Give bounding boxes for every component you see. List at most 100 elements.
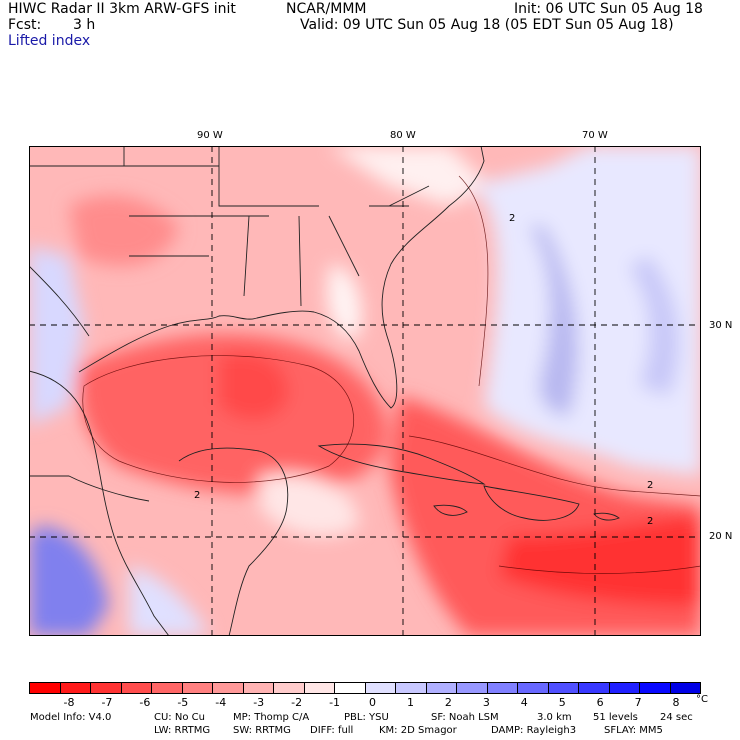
colorbar-swatch <box>608 683 639 693</box>
contour-label: 2 <box>647 516 653 527</box>
field-positive-band <box>529 226 579 416</box>
field-positive-atlantic <box>469 146 701 476</box>
colorbar-tick-label: -1 <box>329 696 341 709</box>
colorbar-tick-label: 5 <box>558 696 566 709</box>
colorbar-unit: °C <box>696 694 708 705</box>
footer-microphysics: MP: Thomp C/A <box>233 712 310 723</box>
field-light-north <box>329 146 489 206</box>
footer-timestep: 24 sec <box>660 712 693 723</box>
field-positive-mexico <box>29 526 109 636</box>
footer-shortwave: SW: RRTMG <box>233 725 291 736</box>
yucatan-coast <box>178 447 289 636</box>
organization-label: NCAR/MMM <box>286 1 367 17</box>
colorbar-tick-label: 2 <box>444 696 452 709</box>
colorbar-swatch <box>669 683 700 693</box>
footer-pbl: PBL: YSU <box>344 712 389 723</box>
contour-label: 2 <box>647 480 653 491</box>
contour-label: 2 <box>509 213 515 224</box>
coastlines <box>29 146 620 636</box>
colorbar-swatch <box>59 683 90 693</box>
hispaniola-outline <box>483 485 580 521</box>
lifted-index-map: 2 2 2 2 <box>29 146 701 636</box>
field-negative-caribbean-core <box>499 516 701 606</box>
colorbar-swatch <box>120 683 151 693</box>
map-border <box>29 146 701 636</box>
lon-label-70w: 70 W <box>582 130 608 141</box>
colorbar-tick-label: -4 <box>215 696 227 709</box>
colorbar-swatch <box>303 683 334 693</box>
colorbar-swatch <box>547 683 578 693</box>
colorbar-tick-label: 4 <box>520 696 528 709</box>
texas-mexico-coast <box>29 370 170 636</box>
footer-cumulus: CU: No Cu <box>154 712 205 723</box>
colorbar-swatch <box>273 683 304 693</box>
colorbar-tick-label: -7 <box>101 696 113 709</box>
field-name: Lifted index <box>8 33 91 49</box>
field-positive-west <box>29 246 84 426</box>
colorbar-swatch <box>517 683 548 693</box>
colorbar-swatch <box>242 683 273 693</box>
gulf-coast-us <box>78 310 315 373</box>
footer-surface: SF: Noah LSM <box>431 712 499 723</box>
colorbar-swatch <box>456 683 487 693</box>
contours <box>82 175 701 574</box>
lon-label-80w: 80 W <box>390 130 416 141</box>
footer-diffusion: DIFF: full <box>310 725 354 736</box>
colorbar-tick-label: 6 <box>596 696 604 709</box>
jamaica-outline <box>433 504 468 516</box>
mexico-borders <box>29 265 150 502</box>
forecast-label: Fcst: <box>8 17 42 33</box>
colorbar-tick-label: 0 <box>369 696 376 709</box>
colorbar-tick-label: 3 <box>482 696 490 709</box>
colorbar-swatch <box>151 683 182 693</box>
contour-caribbean-north <box>408 435 701 497</box>
colorbar-swatch <box>395 683 426 693</box>
florida-atlantic-coast <box>313 146 485 409</box>
field-light-yucatan <box>259 473 359 537</box>
colorbar-swatch <box>90 683 121 693</box>
state-borders <box>29 146 430 307</box>
colorbar-tick-label: 8 <box>672 696 680 709</box>
footer-surface-layer: SFLAY: MM5 <box>604 725 663 736</box>
contour-atlantic <box>458 175 489 387</box>
footer-resolution: 3.0 km <box>537 712 572 723</box>
colorbar-swatch <box>364 683 395 693</box>
colorbar-tick-label: -5 <box>177 696 189 709</box>
footer-damping: DAMP: Rayleigh3 <box>491 725 577 736</box>
footer-km: KM: 2D Smagor <box>379 725 457 736</box>
footer-model-info: Model Info: V4.0 <box>30 712 112 723</box>
colorbar-tick-label: 1 <box>406 696 414 709</box>
contour-caribbean-south <box>498 565 701 574</box>
colorbar-swatch <box>639 683 670 693</box>
colorbar-tick-label: 7 <box>634 696 642 709</box>
colorbar-swatch <box>334 683 365 693</box>
colorbar-swatch <box>212 683 243 693</box>
footer-levels: 51 levels <box>593 712 638 723</box>
field-negative-core <box>219 352 289 420</box>
latlon-grid <box>29 146 701 636</box>
colorbar-swatch <box>425 683 456 693</box>
product-title: HIWC Radar II 3km ARW-GFS init <box>8 1 236 17</box>
cuba-outline <box>317 443 486 485</box>
lat-label-20n: 20 N <box>709 531 733 542</box>
field-positive-band-east <box>629 256 680 396</box>
colorbar-tick-label: -2 <box>291 696 303 709</box>
colorbar-tick-label: -3 <box>253 696 265 709</box>
colorbar-tick-label: -8 <box>63 696 75 709</box>
lat-label-30n: 30 N <box>709 320 733 331</box>
valid-time: Valid: 09 UTC Sun 05 Aug 18 (05 EDT Sun … <box>300 17 674 33</box>
field-negative-plains <box>69 195 179 266</box>
forecast-hour: 3 h <box>73 17 96 33</box>
colorbar-swatch <box>486 683 517 693</box>
field-positive-south <box>129 566 209 636</box>
puerto-rico-outline <box>593 512 620 521</box>
colorbar-swatch <box>578 683 609 693</box>
field-light-florida <box>327 265 362 339</box>
contour-label: 2 <box>194 490 200 501</box>
colorbar-tick-label: -6 <box>139 696 151 709</box>
footer-longwave: LW: RRTMG <box>154 725 211 736</box>
contour-gulf <box>82 355 354 483</box>
colorbar-swatch <box>181 683 212 693</box>
colorbar-swatch <box>30 683 60 693</box>
colorbar <box>29 682 701 694</box>
